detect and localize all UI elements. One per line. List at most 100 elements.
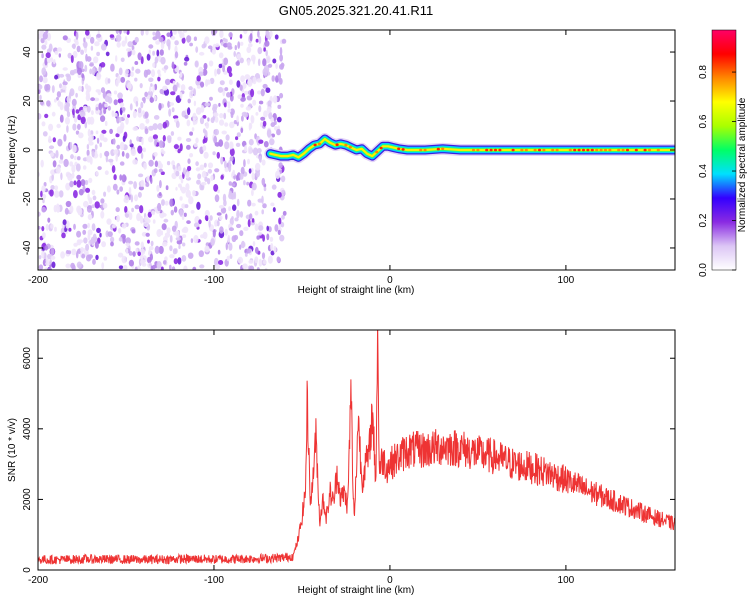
noise-blob: [118, 265, 124, 270]
noise-blob: [56, 123, 61, 129]
noise-blob: [43, 182, 47, 187]
noise-blob: [186, 144, 191, 150]
noise-blob: [198, 250, 204, 258]
noise-blob: [208, 220, 211, 228]
noise-blob: [216, 68, 221, 75]
noise-blob: [156, 184, 160, 192]
noise-blob: [270, 202, 275, 207]
noise-blob: [54, 50, 59, 55]
x-tick-label: -200: [28, 575, 48, 586]
noise-blob: [69, 161, 74, 167]
noise-blob: [274, 224, 279, 232]
noise-blob: [149, 253, 153, 261]
noise-blob: [186, 35, 192, 43]
noise-blob: [220, 174, 224, 180]
noise-blob: [65, 171, 71, 178]
noise-blob: [110, 241, 114, 247]
noise-blob: [91, 189, 96, 196]
noise-blob: [51, 85, 55, 94]
noise-blob: [265, 30, 270, 39]
noise-blob: [56, 205, 61, 213]
noise-blob: [134, 194, 138, 202]
noise-blob: [211, 48, 216, 55]
noise-blob: [147, 211, 152, 218]
noise-blob: [170, 35, 176, 40]
noise-blob: [193, 142, 198, 148]
noise-blob: [115, 207, 120, 213]
noise-blob: [262, 67, 268, 76]
noise-blob: [166, 161, 171, 166]
noise-blob: [94, 144, 98, 151]
noise-blob: [42, 232, 46, 239]
noise-blob: [155, 40, 161, 45]
signal-peak-dot: [603, 148, 608, 152]
noise-blob: [193, 235, 199, 244]
noise-blob: [151, 210, 156, 216]
signal-peak-dot: [335, 143, 339, 146]
noise-blob: [169, 102, 174, 106]
noise-blob: [177, 257, 182, 265]
noise-blob: [252, 147, 259, 156]
noise-blob: [256, 148, 262, 154]
noise-blob: [214, 116, 219, 123]
noise-blob: [104, 77, 109, 85]
noise-blob: [127, 210, 130, 215]
noise-blob: [51, 111, 56, 117]
noise-blob: [101, 262, 105, 270]
y-tick-label: 2000: [22, 488, 33, 511]
noise-blob: [80, 246, 84, 253]
noise-blob: [137, 191, 142, 198]
noise-blob: [173, 144, 179, 150]
noise-blob: [117, 92, 123, 99]
noise-blob: [257, 30, 260, 38]
noise-blob: [60, 172, 63, 181]
noise-blob: [41, 44, 47, 50]
noise-blob: [135, 68, 141, 74]
noise-blob: [65, 263, 71, 269]
noise-blob: [200, 105, 205, 113]
noise-blob: [115, 55, 118, 62]
signal-peak-dot: [375, 150, 379, 154]
noise-blob: [52, 160, 57, 168]
signal-peak-dot: [537, 148, 542, 152]
noise-blob: [247, 219, 251, 228]
noise-blob: [265, 55, 271, 64]
noise-blob: [153, 151, 158, 157]
noise-blob: [115, 133, 120, 138]
signal-peak-dot: [634, 148, 638, 152]
signal-peak-dot: [471, 148, 476, 152]
noise-blob: [224, 87, 229, 92]
noise-blob: [61, 232, 66, 239]
noise-blob: [94, 201, 100, 209]
noise-blob: [220, 207, 227, 214]
noise-blob: [90, 130, 94, 136]
noise-blob: [148, 77, 154, 83]
noise-blob: [113, 174, 117, 181]
noise-blob: [251, 189, 254, 197]
noise-blob: [256, 235, 261, 240]
noise-blob: [276, 128, 281, 136]
noise-blob: [137, 145, 143, 154]
noise-blob: [248, 168, 252, 174]
noise-blob: [203, 151, 209, 159]
noise-blob: [87, 222, 90, 229]
noise-blob: [258, 105, 262, 113]
noise-blob: [229, 141, 234, 150]
noise-blob: [250, 115, 255, 124]
noise-blob: [226, 255, 230, 262]
noise-blob: [157, 202, 162, 212]
noise-blob: [105, 51, 110, 57]
noise-blob: [99, 152, 103, 159]
noise-blob: [196, 201, 201, 210]
noise-blob: [202, 231, 208, 240]
noise-blob: [278, 162, 283, 169]
noise-blob: [213, 135, 218, 144]
noise-blob: [233, 51, 236, 57]
noise-blob: [218, 63, 223, 69]
noise-blob: [239, 211, 244, 218]
noise-blob: [62, 67, 68, 71]
noise-blob: [154, 83, 158, 91]
noise-blob: [38, 264, 44, 270]
x-tick-label: 0: [387, 575, 393, 586]
